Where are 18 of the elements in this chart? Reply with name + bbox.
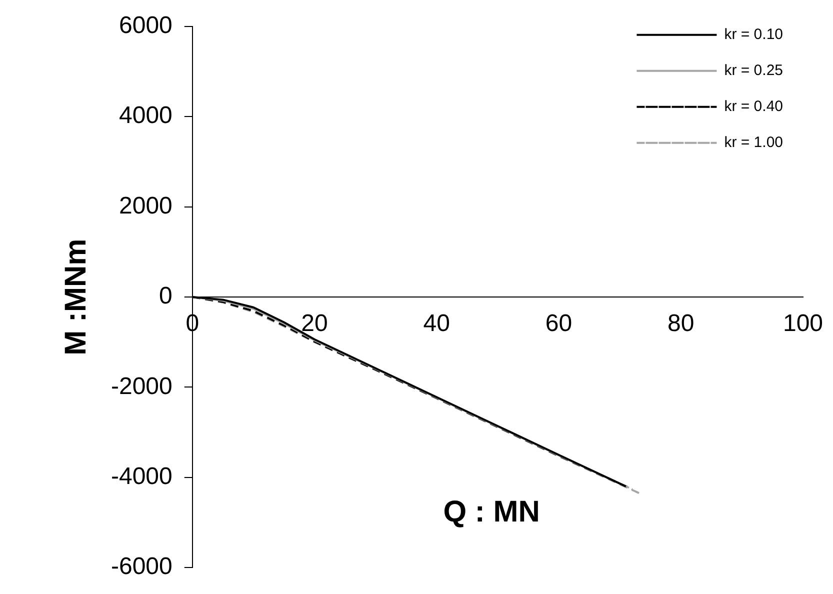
text: kr = 1.00 <box>724 134 784 152</box>
x-tick-label: 60 <box>545 310 572 338</box>
text: kr = 0.40 <box>724 98 784 116</box>
x-tick-label: 20 <box>301 310 328 338</box>
y-tick-label: -2000 <box>110 372 172 400</box>
x-tick-label: 40 <box>423 310 450 338</box>
y-tick-label: -6000 <box>110 553 172 580</box>
x-axis-title: Q : MN <box>443 496 540 529</box>
text: kr = 0.25 <box>724 62 784 80</box>
y-tick-label: -4000 <box>110 463 172 490</box>
x-tick-label: 80 <box>668 310 694 338</box>
text: kr = 0.10 <box>724 26 784 44</box>
y-tick-label: 2000 <box>118 192 172 220</box>
x-tick-label: 100 <box>782 310 824 338</box>
y-tick-label: 6000 <box>118 12 172 40</box>
y-tick-label: 0 <box>159 282 172 310</box>
y-axis-title: M :MNm <box>59 238 92 356</box>
y-tick-label: 4000 <box>118 102 172 130</box>
